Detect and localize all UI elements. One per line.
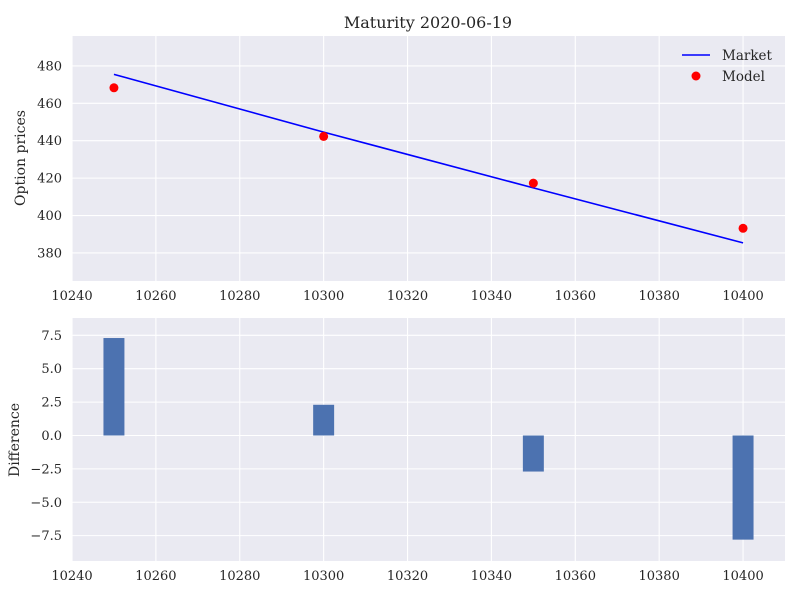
price-x-tick-label: 10320 (387, 289, 428, 304)
model-price-point (738, 223, 748, 233)
legend-model-label: Model (722, 69, 765, 85)
price-y-tick-label: 400 (37, 209, 62, 224)
difference-chart: 10240 10260 10280 10300 10320 10340 10360 10380… (7, 318, 785, 584)
price-y-tick-label: 380 (37, 246, 62, 261)
difference-y-tick-label: 5.0 (41, 362, 62, 377)
price-y-axis-label: Option prices (13, 110, 29, 206)
price-y-tick-label: 420 (37, 172, 62, 187)
price-y-tick-label: 440 (37, 134, 62, 149)
difference-bars (103, 338, 754, 540)
price-x-tick-label: 10260 (135, 289, 176, 304)
price-x-tick-label: 10300 (303, 289, 344, 304)
difference-x-tick-label: 10320 (387, 569, 428, 584)
model-price-point (319, 131, 329, 141)
price-x-tick-label: 10340 (471, 289, 512, 304)
difference-x-tick-label: 10400 (722, 569, 763, 584)
difference-y-tick-label: 0.0 (41, 429, 62, 444)
chart-title: Maturity 2020-06-19 (344, 13, 512, 32)
difference-y-tick-label: −7.5 (30, 529, 62, 544)
difference-y-tick-label: −5.0 (30, 496, 62, 511)
difference-x-tick-label: 10300 (303, 569, 344, 584)
difference-y-axis-label: Difference (7, 403, 23, 477)
difference-x-tick-label: 10280 (219, 569, 260, 584)
difference-x-tick-label: 10340 (471, 569, 512, 584)
difference-x-tick-label: 10380 (638, 569, 679, 584)
difference-x-tick-label: 10240 (51, 569, 92, 584)
price-x-tick-label: 10360 (555, 289, 596, 304)
difference-x-tick-label: 10260 (135, 569, 176, 584)
difference-tick-labels: 10240 10260 10280 10300 10320 10340 10360 10380… (30, 329, 763, 584)
difference-bar (522, 435, 544, 472)
price-chart: 10240 10260 10280 10300 10320 10340 10360 10380… (13, 13, 785, 304)
difference-y-tick-label: 7.5 (41, 329, 62, 344)
price-tick-labels: 10240 10260 10280 10300 10320 10340 10360 10380… (37, 59, 764, 304)
difference-y-tick-label: −2.5 (30, 462, 62, 477)
legend: Market Model (682, 48, 772, 85)
model-price-point (109, 83, 119, 93)
difference-bar (313, 404, 335, 436)
difference-plot-area (72, 318, 785, 561)
model-price-point (528, 178, 538, 188)
legend-model-swatch (691, 71, 701, 81)
price-x-tick-label: 10400 (722, 289, 763, 304)
difference-bar (103, 338, 125, 436)
price-y-tick-label: 480 (37, 59, 62, 74)
price-y-tick-label: 460 (37, 97, 62, 112)
legend-market-label: Market (722, 48, 772, 64)
price-plot-area (72, 36, 785, 281)
difference-gridlines (71, 318, 785, 561)
price-x-tick-label: 10380 (638, 289, 679, 304)
market-price-line (113, 73, 744, 244)
difference-x-tick-label: 10360 (555, 569, 596, 584)
price-gridlines (71, 36, 785, 281)
difference-y-tick-label: 2.5 (41, 396, 62, 411)
price-x-tick-label: 10240 (51, 289, 92, 304)
price-series (109, 73, 748, 244)
difference-bar (732, 435, 754, 540)
price-x-tick-label: 10280 (219, 289, 260, 304)
